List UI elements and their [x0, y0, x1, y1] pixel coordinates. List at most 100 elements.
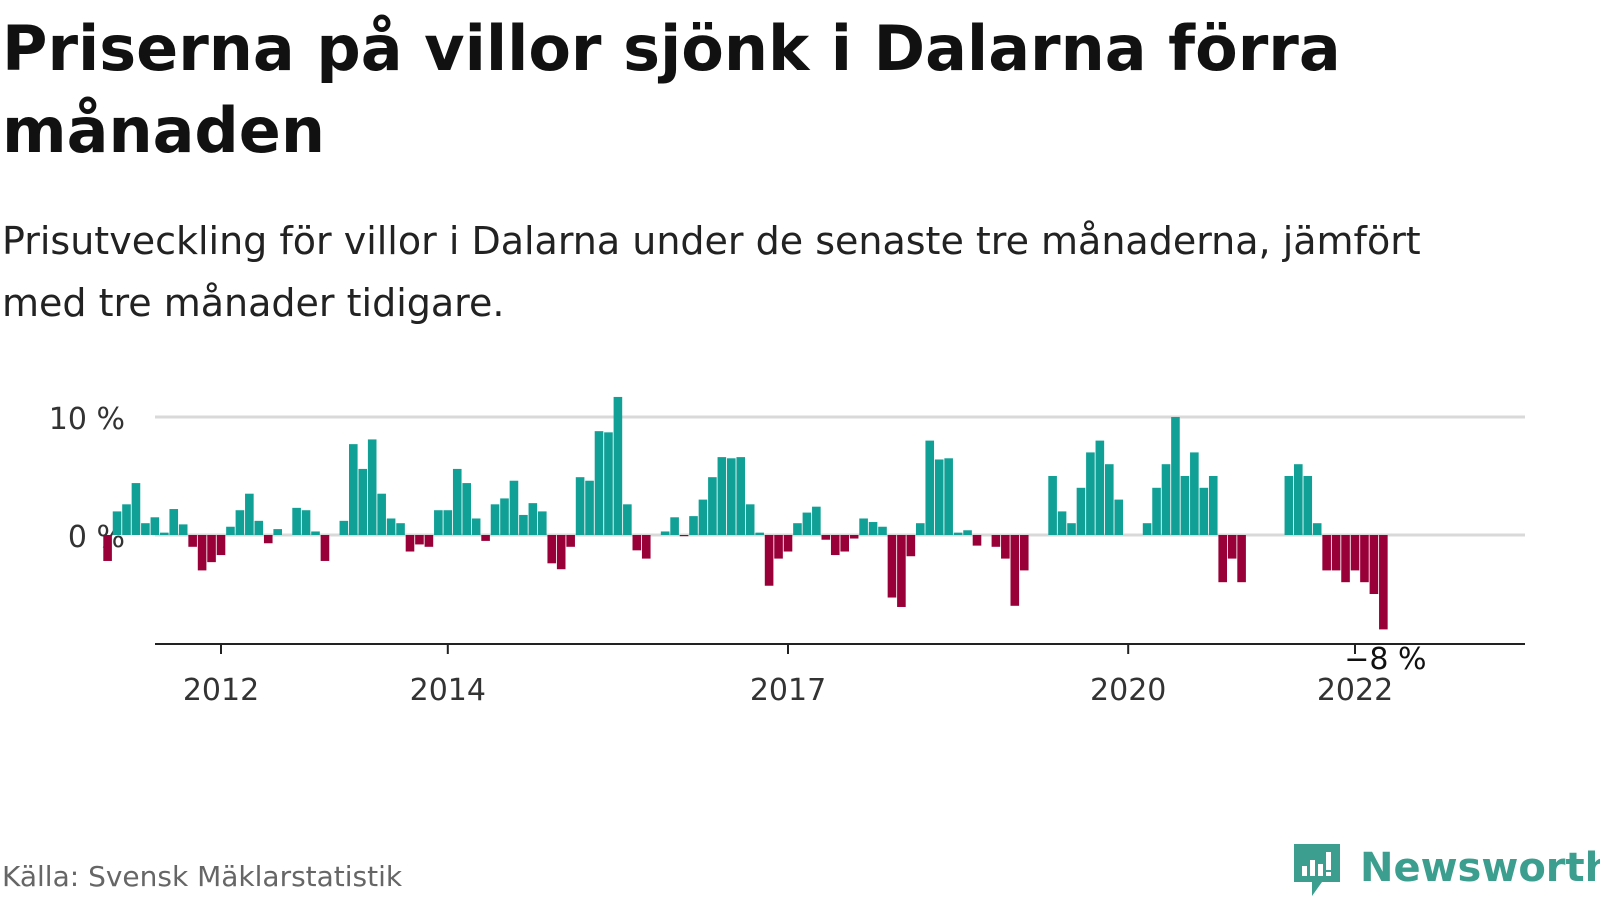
bar — [311, 531, 320, 535]
y-tick-label: 10 % — [49, 402, 125, 437]
bar — [197, 535, 207, 571]
chart-title: Priserna på villor sjönk i Dalarna förra… — [2, 12, 1341, 167]
bar — [160, 532, 169, 535]
bar — [1076, 487, 1086, 535]
x-tick-label: 2014 — [410, 673, 486, 708]
bar — [1161, 464, 1171, 535]
bar — [273, 529, 282, 535]
bar — [556, 535, 566, 570]
source-note: Källa: Svensk Mäklarstatistik — [2, 860, 403, 893]
bar — [1294, 464, 1303, 535]
bar — [1048, 476, 1057, 535]
bar — [207, 535, 216, 563]
bar — [405, 535, 415, 552]
bar — [991, 535, 1001, 547]
bar — [868, 522, 878, 535]
newsworthy-logo-icon — [1294, 844, 1340, 896]
bar — [878, 526, 887, 535]
bar — [585, 480, 594, 535]
bar — [443, 510, 453, 535]
bar — [727, 458, 736, 535]
bar — [849, 535, 859, 539]
bar — [575, 477, 585, 535]
bar — [500, 498, 509, 535]
bar — [471, 518, 481, 535]
bar — [566, 535, 575, 547]
bar — [452, 468, 462, 535]
bar — [1331, 535, 1341, 571]
bar — [783, 535, 793, 552]
bar — [538, 511, 547, 535]
bar — [434, 510, 443, 535]
bar — [755, 532, 764, 535]
bar — [708, 477, 717, 535]
bar — [254, 520, 264, 535]
bar — [462, 483, 471, 535]
last-value-label: −8 % — [1344, 642, 1426, 677]
bar — [1218, 535, 1227, 583]
bar — [263, 535, 273, 544]
bar — [169, 509, 179, 535]
bar — [481, 535, 490, 541]
bar — [1227, 535, 1237, 559]
bar — [632, 535, 642, 551]
bar — [1180, 476, 1190, 535]
bar — [509, 480, 519, 535]
bar — [396, 523, 405, 535]
bar — [764, 535, 774, 586]
bar — [131, 483, 141, 535]
bar — [547, 535, 557, 564]
bar — [689, 516, 698, 535]
bar — [717, 457, 727, 535]
bar — [1067, 523, 1076, 535]
bar — [320, 535, 330, 561]
bar — [604, 432, 613, 535]
bar — [1312, 523, 1322, 535]
bar — [367, 439, 377, 535]
bar — [1199, 487, 1209, 535]
bar — [1086, 452, 1095, 535]
bar — [934, 459, 944, 535]
bar — [1369, 535, 1379, 594]
bar — [812, 506, 821, 535]
x-tick-label: 2017 — [750, 673, 826, 708]
bar — [235, 510, 245, 535]
bar — [821, 535, 831, 540]
bar — [424, 535, 434, 547]
bar — [490, 504, 500, 535]
bar — [1341, 535, 1350, 583]
bar-chart: 0 %10 % 2012 2014 2017 2020 2022 −8 % — [49, 396, 1525, 708]
bar — [141, 523, 150, 535]
bars — [103, 396, 1388, 630]
bar — [377, 493, 386, 535]
bar — [745, 504, 755, 535]
bar — [1237, 535, 1246, 583]
bar — [660, 531, 670, 535]
bar — [1379, 535, 1388, 630]
bar — [897, 535, 906, 607]
bar — [670, 517, 679, 535]
bar — [1010, 535, 1020, 606]
bar — [925, 440, 935, 535]
brand-logo[interactable]: Newsworthy — [1290, 840, 1600, 900]
x-axis-ticks: 2012 2014 2017 2020 2022 — [183, 644, 1393, 708]
bar — [1350, 535, 1360, 571]
bar — [1190, 452, 1199, 535]
bar — [859, 518, 868, 535]
bar — [944, 458, 953, 535]
bar — [594, 431, 604, 535]
bar — [972, 535, 982, 546]
bar — [150, 517, 160, 535]
x-tick-label: 2020 — [1090, 673, 1166, 708]
bar — [188, 535, 197, 547]
bar — [953, 532, 963, 535]
bar — [641, 535, 651, 559]
bar — [698, 499, 708, 535]
bar — [103, 535, 112, 561]
bar — [679, 535, 689, 537]
bar — [1114, 499, 1124, 535]
bar — [830, 535, 840, 556]
bar — [178, 524, 188, 535]
bar — [1057, 511, 1067, 535]
bar — [1360, 535, 1369, 583]
